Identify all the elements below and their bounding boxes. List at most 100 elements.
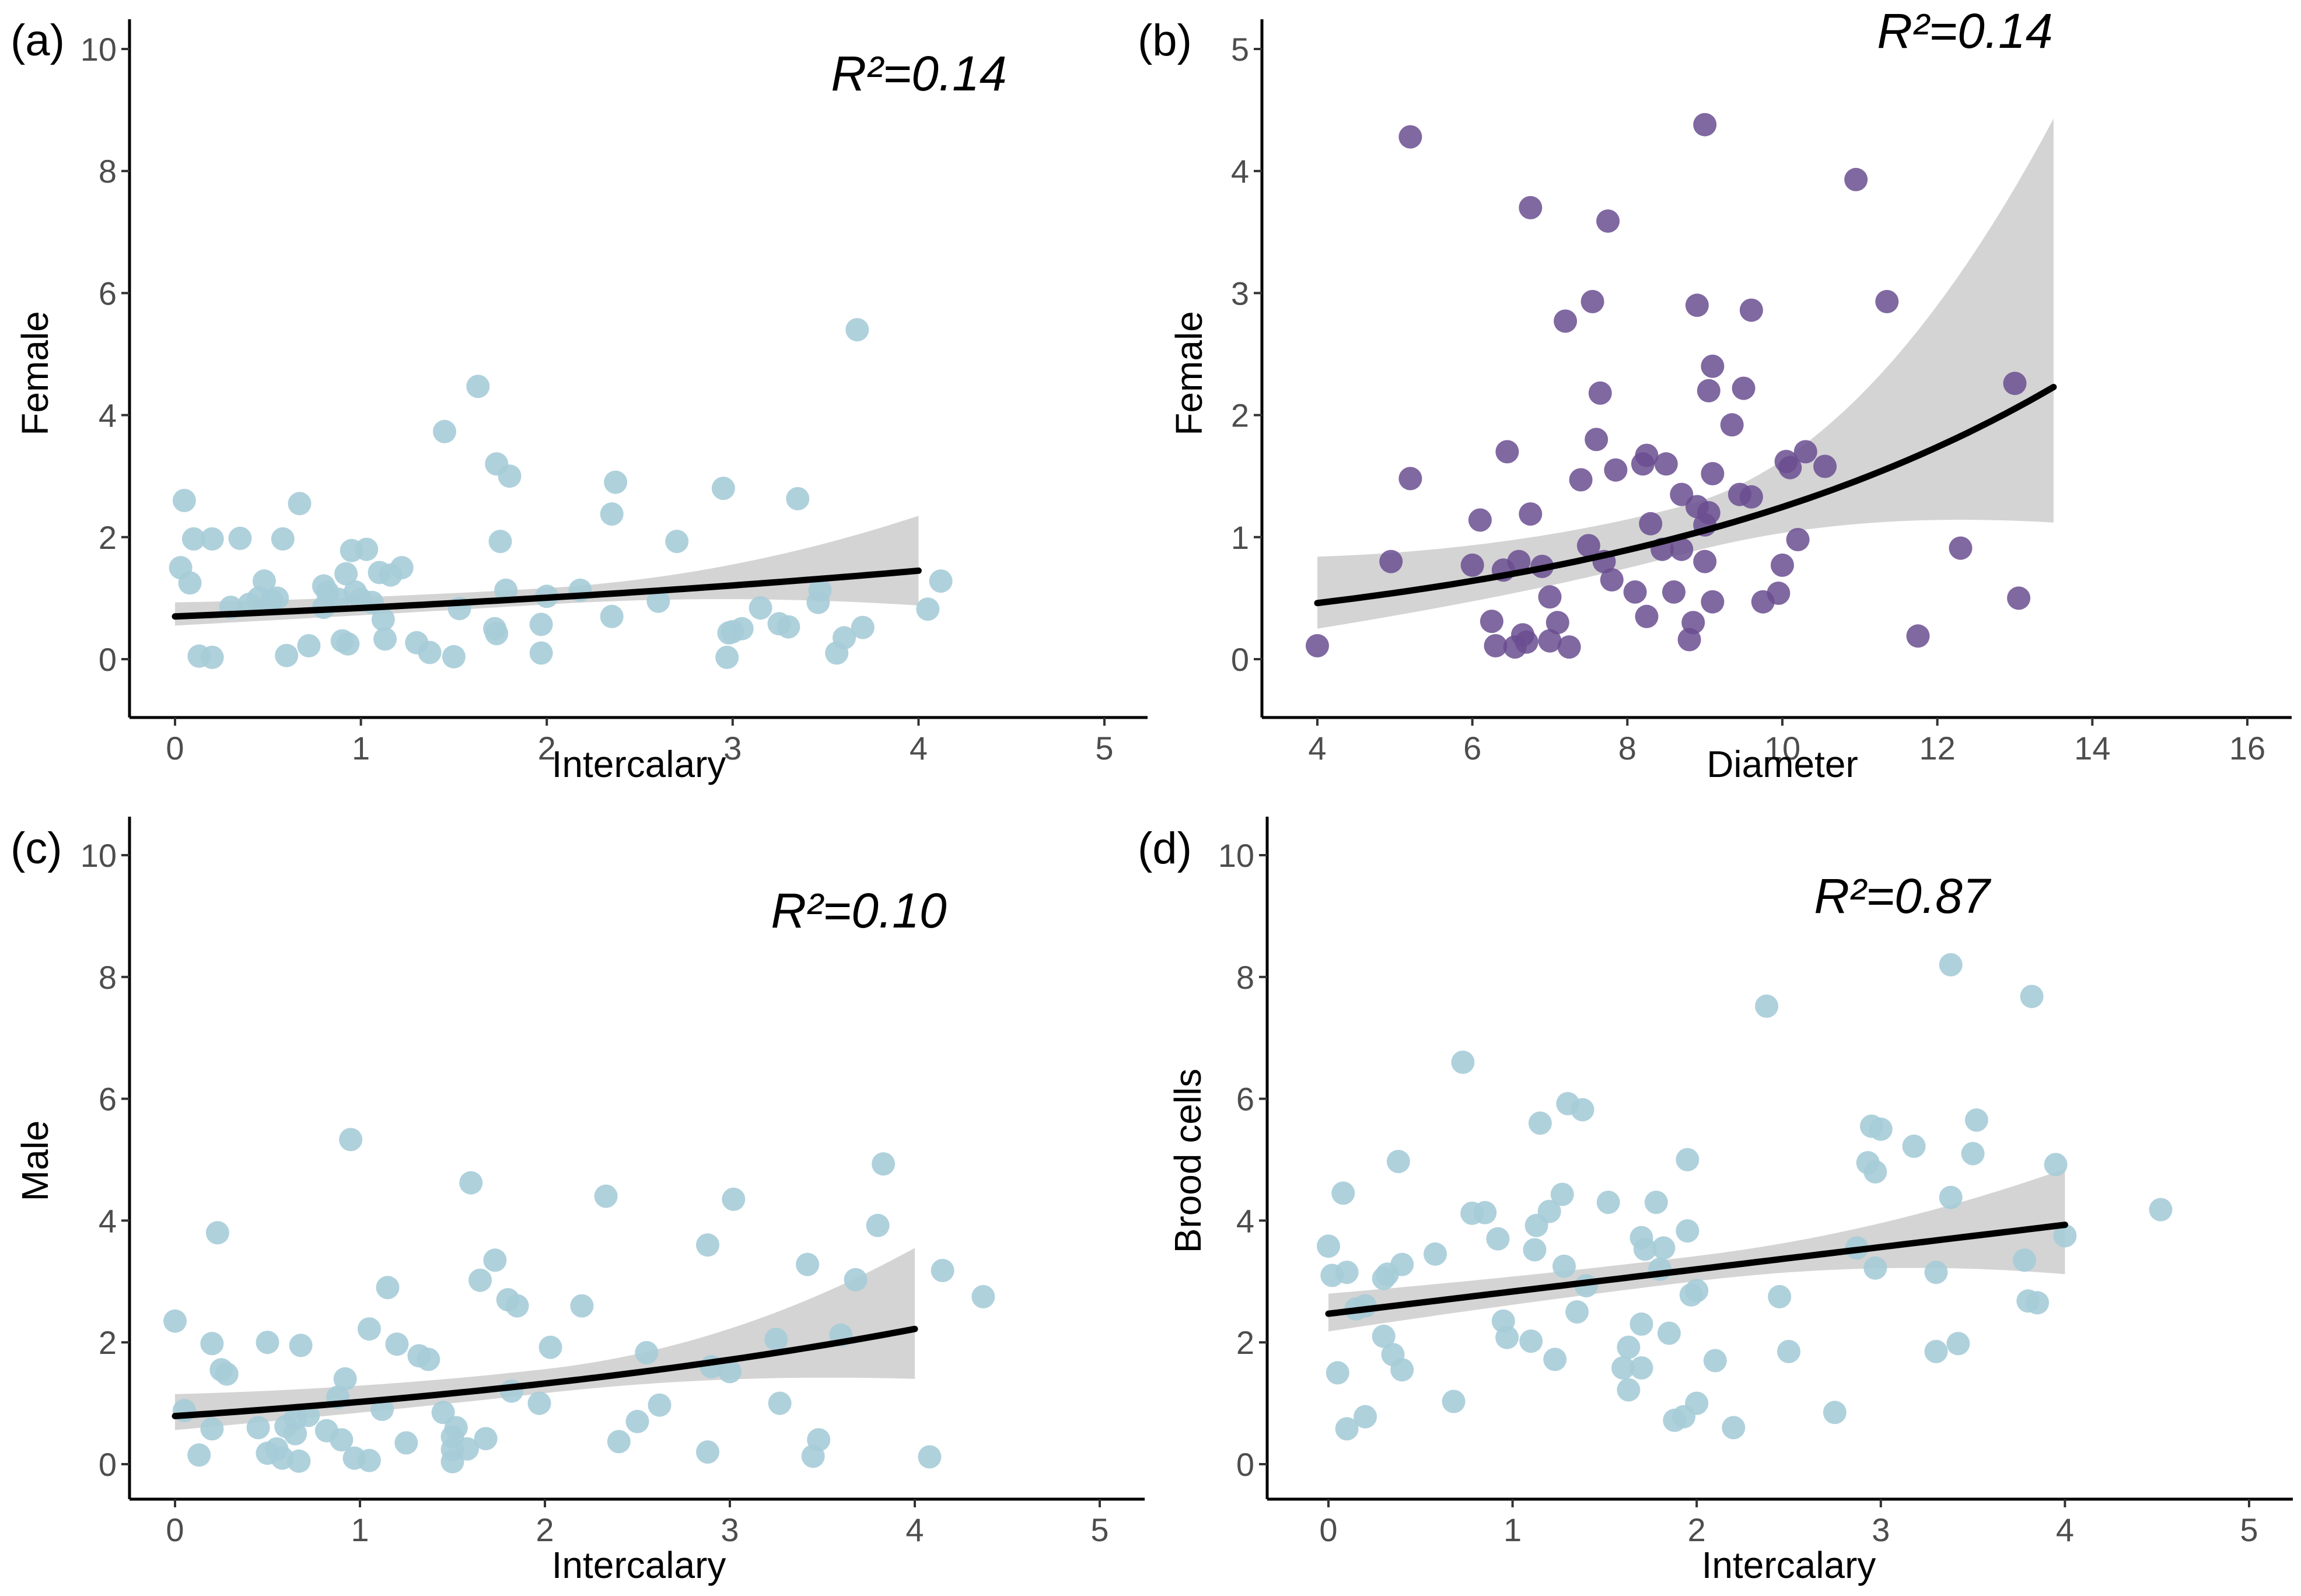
y-axis-title: Female [14,311,56,435]
data-point [1596,209,1620,233]
data-point [1939,953,1963,977]
data-point [1964,1108,1988,1132]
data-point [1875,290,1899,313]
data-point [1946,1332,1970,1356]
y-tick-label: 4 [1231,153,1249,190]
data-point [833,626,856,650]
data-point [172,489,196,512]
y-tick-label: 4 [99,397,117,434]
data-point [1552,1254,1576,1278]
data-point [1676,1219,1699,1243]
data-point [844,1268,868,1292]
data-point [1468,508,1492,532]
data-point [1813,454,1837,478]
data-point [1722,1416,1746,1440]
data-point [1662,580,1685,604]
data-point [529,612,553,636]
x-tick-label: 16 [2229,730,2265,766]
data-point [444,1416,468,1440]
data-point [330,1428,354,1452]
y-tick-label: 5 [1231,31,1249,68]
data-point [1703,1349,1727,1373]
data-point [1793,440,1817,464]
data-point [1386,1150,1410,1174]
x-tick-label: 10 [1764,730,1800,766]
data-point [1701,462,1725,485]
data-point [1652,1236,1676,1260]
data-point [1398,125,1422,149]
y-axis-title: Brood cells [1167,1069,1209,1254]
data-point [931,1259,954,1282]
data-point [181,527,205,551]
x-axis-title: Intercalary [552,1544,726,1586]
data-point [1580,290,1604,313]
data-point [808,578,832,602]
data-point [1519,196,1543,219]
data-point [376,1276,400,1300]
data-point [334,562,358,586]
data-point [488,530,512,554]
data-point [256,1331,279,1354]
data-point [1507,550,1531,573]
data-point [459,1171,483,1195]
data-point [1585,428,1608,452]
data-point [1554,309,1578,333]
data-point [1823,1401,1847,1424]
y-tick-label: 0 [99,641,117,678]
data-point [2044,1153,2068,1177]
x-tick-label: 4 [2056,1511,2074,1548]
data-point [1538,629,1562,653]
x-tick-label: 12 [1919,730,1956,766]
x-tick-label: 6 [1463,730,1481,766]
data-point [1869,1117,1893,1141]
y-axis-title: Female [1168,311,1210,435]
data-point [635,1340,659,1364]
data-point [2007,586,2031,610]
data-point [600,604,624,628]
data-point [1755,994,1779,1018]
data-point [1685,1279,1709,1303]
data-point [607,1430,631,1454]
y-tick-label: 10 [1218,837,1254,874]
data-point [433,419,456,443]
data-point [275,643,299,667]
data-point [648,1393,672,1417]
panel-label: (d) [1138,824,1192,873]
data-point [1961,1142,1985,1166]
y-tick-label: 2 [99,519,117,556]
x-tick-label: 2 [538,730,556,766]
data-point [527,1391,551,1415]
data-point [768,1391,792,1415]
x-tick-label: 14 [2074,730,2110,766]
data-point [1372,1324,1396,1348]
y-tick-label: 2 [1231,397,1249,434]
y-tick-label: 4 [1236,1202,1254,1239]
data-point [1786,528,1810,551]
data-point [1515,630,1538,654]
data-point [200,645,224,669]
data-point [1519,1329,1543,1353]
data-point [1611,1356,1635,1380]
x-axis-title: Intercalary [552,743,726,785]
data-point [1424,1242,1447,1266]
data-point [200,1417,224,1441]
y-tick-label: 2 [1236,1324,1254,1361]
y-tick-label: 8 [99,153,117,190]
x-tick-label: 3 [723,730,742,766]
data-point [2013,1248,2036,1272]
data-point [1569,468,1593,492]
x-tick-label: 1 [1503,1511,1522,1548]
data-point [2026,1291,2050,1315]
data-point [1306,634,1329,657]
data-point [1633,1237,1657,1261]
data-point [1644,1191,1668,1214]
data-point [468,1268,492,1292]
data-point [1495,440,1519,464]
y-tick-label: 0 [1236,1446,1254,1483]
data-point [1519,502,1543,526]
data-point [474,1427,498,1451]
fit-line [172,567,922,620]
data-point [297,634,321,657]
data-point [485,622,509,646]
r-squared-annotation: R²=0.14 [831,46,1006,101]
